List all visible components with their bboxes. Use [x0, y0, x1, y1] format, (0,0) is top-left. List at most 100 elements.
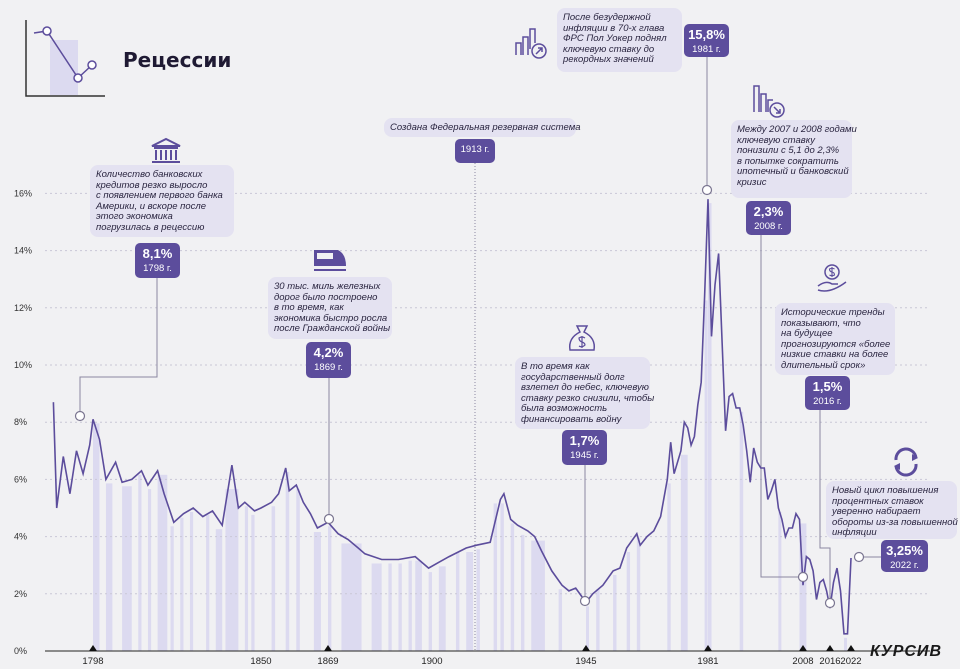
recession-band [157, 474, 168, 651]
annotation-year: 2008 г. [754, 221, 783, 232]
recession-band [328, 526, 332, 651]
recession-band [341, 543, 362, 651]
annotation-badge: 1,7% 1945 г. [562, 430, 607, 465]
recession-band [493, 503, 498, 651]
x-tick-label: 2022 [840, 656, 861, 667]
recession-band [520, 534, 525, 651]
annotation-box: Количество банковских кредитов резко выр… [90, 165, 234, 237]
x-tick-marker [826, 645, 834, 651]
y-tick-label: 4% [14, 532, 27, 542]
annotation-year: 2016 г. [813, 396, 842, 407]
annotation-box: Новый цикл повышения процентных ставок у… [826, 481, 958, 539]
recession-band [704, 300, 708, 651]
annotation-text: После безудержной инфляции в 70-х глава … [563, 12, 667, 65]
annotation-connector [760, 235, 803, 578]
recession-band [271, 506, 276, 651]
annotation-value: 15,8% [688, 27, 725, 42]
annotation-badge: 2,3% 2008 г. [746, 201, 791, 235]
annotation-text: 30 тыс. миль железных дорог было построе… [274, 281, 391, 334]
recession-band [206, 514, 210, 651]
recession-band [680, 454, 688, 651]
refresh-icon [890, 446, 926, 484]
y-tick-label: 10% [14, 360, 32, 370]
recession-band [215, 529, 223, 651]
y-tick-label: 14% [14, 246, 32, 256]
x-tick-marker [799, 645, 807, 651]
annotation-value: 8,1% [142, 246, 173, 261]
x-tick-label: 1869 [317, 656, 338, 667]
hand-money-icon [816, 262, 852, 300]
recession-band [613, 574, 617, 651]
annotation-box: 30 тыс. миль железных дорог было построе… [268, 277, 392, 339]
annotation-point [797, 571, 809, 583]
recession-band [739, 411, 744, 651]
recession-band [93, 423, 100, 651]
recession-band [636, 537, 641, 651]
recession-band [596, 589, 600, 651]
annotation-point [701, 184, 713, 196]
x-tick-marker [704, 645, 712, 651]
y-tick-label: 8% [14, 417, 27, 427]
x-tick-marker [324, 645, 332, 651]
x-tick-marker [847, 645, 855, 651]
recession-band [500, 503, 504, 651]
annotation-badge: 1,5% 2016 г. [805, 376, 850, 410]
annotation-text: Количество банковских кредитов резко выр… [96, 169, 223, 233]
x-tick-label: 2016 [819, 656, 840, 667]
annotation-badge: 4,2% 1869 г. [306, 342, 351, 378]
annotation-value: 4,2% [313, 345, 344, 360]
recession-band [844, 637, 847, 651]
money-bag-icon [566, 322, 602, 360]
recession-band [189, 512, 194, 651]
recession-band [466, 552, 474, 651]
page-title: Рецессии [123, 48, 232, 72]
recession-band [313, 532, 321, 651]
recession-band [225, 489, 239, 651]
annotation-box: Между 2007 и 2008 годами ключевую ставку… [731, 120, 857, 198]
x-tick-label: 1900 [421, 656, 442, 667]
annotation-year: 2022 г. [890, 560, 919, 571]
x-tick-label: 1798 [82, 656, 103, 667]
recession-band [510, 523, 515, 651]
annotation-box: Исторические тренды показывают, что на б… [775, 303, 895, 375]
x-tick-label: 1981 [697, 656, 718, 667]
annotation-point [824, 597, 836, 609]
logo-chart-icon [25, 20, 105, 97]
y-tick-label: 2% [14, 589, 27, 599]
x-tick-label: 2008 [792, 656, 813, 667]
rate-line [52, 199, 852, 635]
recession-band [455, 552, 460, 651]
recession-band [586, 606, 589, 651]
recession-band [244, 506, 249, 651]
recession-band [476, 549, 480, 651]
annotation-point [323, 513, 335, 525]
annotation-connector [79, 278, 158, 416]
annotation-text: Создана Федеральная резервная система [390, 122, 581, 133]
bank-icon [150, 136, 186, 174]
recession-band [626, 552, 631, 651]
annotation-point [579, 595, 591, 607]
annotation-year: 1913 г. [460, 144, 490, 155]
recession-band [388, 563, 392, 651]
recession-band [371, 563, 382, 651]
annotation-value: 3,25% [886, 543, 923, 558]
annotation-year: 1869 г. [314, 362, 343, 373]
annotation-value: 2,3% [753, 204, 784, 219]
recession-band [438, 566, 446, 651]
recession-band [398, 563, 402, 651]
recession-band [296, 489, 300, 651]
recession-band [105, 483, 113, 651]
annotation-box: После безудержной инфляции в 70-х глава … [557, 8, 682, 72]
annotation-value: 1,5% [812, 379, 843, 394]
x-tick-label: 1850 [250, 656, 271, 667]
annotation-point [74, 410, 86, 422]
kursiv-logo: КУРСИВ [870, 643, 942, 660]
annotation-text: В то время как государственный долг взле… [521, 361, 655, 425]
annotation-year: 1981 г. [692, 44, 721, 55]
annotation-badge: 15,8% 1981 г. [684, 24, 729, 57]
chart-down-icon [752, 84, 788, 122]
recession-band [408, 560, 412, 651]
recession-band [122, 486, 132, 651]
recession-band [558, 589, 563, 651]
annotation-text: Исторические тренды показывают, что на б… [781, 307, 891, 371]
